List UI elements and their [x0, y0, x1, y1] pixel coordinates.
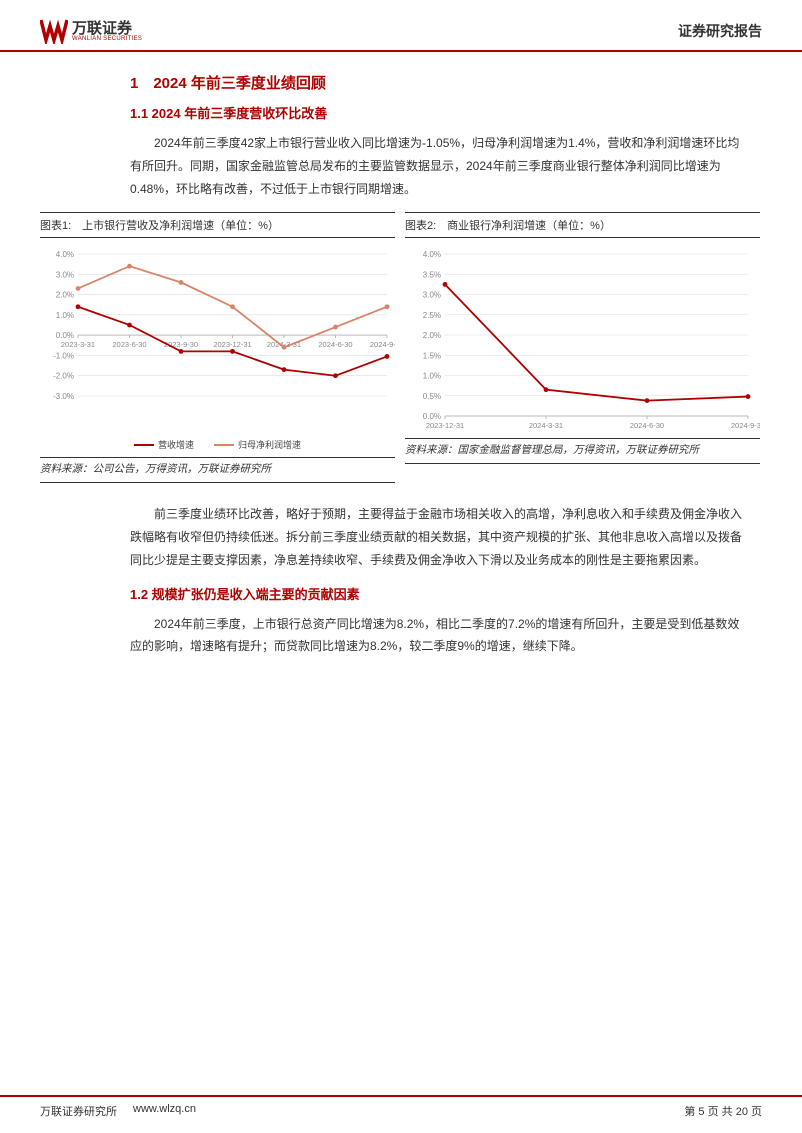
svg-text:2024-9-30: 2024-9-30	[370, 341, 395, 350]
logo-en: WANLIAN SECURITIES	[72, 36, 142, 42]
footer-left: 万联证券研究所 www.wlzq.cn	[40, 1103, 196, 1119]
subsection-heading-1-1: 1.1 2024 年前三季度营收环比改善	[130, 103, 742, 122]
section-heading-1: 1 2024 年前三季度业绩回顾	[130, 72, 742, 93]
chart-2-column: 图表2: 商业银行净利润增速（单位：%） 0.0% 0.5% 1.0% 1.5% 2.0…	[405, 212, 760, 483]
svg-text:3.0%: 3.0%	[423, 291, 441, 300]
legend-swatch	[214, 444, 234, 446]
legend-label: 归母净利润增速	[238, 438, 301, 451]
svg-text:2.0%: 2.0%	[56, 291, 74, 300]
svg-text:-3.0%: -3.0%	[53, 392, 74, 401]
footer-page: 第 5 页 共 20 页	[684, 1103, 762, 1119]
subsection-heading-1-2: 1.2 规模扩张仍是收入端主要的贡献因素	[130, 584, 742, 603]
charts-row: 图表1: 上市银行营收及净利润增速（单位：%） -3.0% -2.0% -1.0% 0…	[40, 212, 760, 483]
legend-label: 营收增速	[158, 438, 194, 451]
legend-swatch	[134, 444, 154, 446]
svg-text:2024-6-30: 2024-6-30	[318, 341, 352, 350]
svg-text:-2.0%: -2.0%	[53, 372, 74, 381]
logo-text: 万联证券 WANLIAN SECURITIES	[72, 21, 142, 42]
svg-text:2.5%: 2.5%	[423, 311, 441, 320]
svg-text:-1.0%: -1.0%	[53, 352, 74, 361]
chart-1-area: -3.0% -2.0% -1.0% 0.0% 1.0% 2.0% 3.0% 4.0% 2023-…	[40, 238, 395, 438]
svg-text:2024-3-31: 2024-3-31	[529, 421, 563, 430]
svg-text:4.0%: 4.0%	[56, 250, 74, 259]
page-header: 万联证券 WANLIAN SECURITIES 证券研究报告	[0, 0, 802, 52]
svg-text:2023-6-30: 2023-6-30	[112, 341, 146, 350]
svg-text:2023-12-31: 2023-12-31	[213, 341, 251, 350]
svg-text:0.0%: 0.0%	[56, 332, 74, 341]
paragraph-3: 2024年前三季度，上市银行总资产同比增速为8.2%，相比二季度的7.2%的增速…	[130, 613, 742, 659]
chart-1-title: 图表1: 上市银行营收及净利润增速（单位：%）	[40, 212, 395, 238]
content: 1 2024 年前三季度业绩回顾 1.1 2024 年前三季度营收环比改善 20…	[0, 52, 802, 658]
chart-1-svg: -3.0% -2.0% -1.0% 0.0% 1.0% 2.0% 3.0% 4.0% 2023-…	[40, 248, 395, 418]
svg-text:0.5%: 0.5%	[423, 392, 441, 401]
svg-text:4.0%: 4.0%	[423, 250, 441, 259]
svg-text:3.5%: 3.5%	[423, 271, 441, 280]
footer-url: www.wlzq.cn	[133, 1103, 196, 1119]
svg-text:2023-3-31: 2023-3-31	[61, 341, 95, 350]
svg-text:1.5%: 1.5%	[423, 352, 441, 361]
svg-text:3.0%: 3.0%	[56, 271, 74, 280]
chart-1-legend: 营收增速 归母净利润增速	[40, 438, 395, 457]
chart-1-column: 图表1: 上市银行营收及净利润增速（单位：%） -3.0% -2.0% -1.0% 0…	[40, 212, 395, 483]
report-type: 证券研究报告	[678, 21, 762, 41]
chart-1-source: 资料来源：公司公告，万得资讯，万联证券研究所	[40, 457, 395, 483]
logo: 万联证券 WANLIAN SECURITIES	[40, 18, 142, 44]
paragraph-1: 2024年前三季度42家上市银行营业收入同比增速为-1.05%，归母净利润增速为…	[130, 132, 742, 200]
page-footer: 万联证券研究所 www.wlzq.cn 第 5 页 共 20 页	[0, 1095, 802, 1119]
svg-text:1.0%: 1.0%	[56, 311, 74, 320]
legend-item: 归母净利润增速	[214, 438, 301, 451]
svg-text:2.0%: 2.0%	[423, 331, 441, 340]
svg-text:2024-9-30: 2024-9-30	[731, 421, 760, 430]
chart-2-title: 图表2: 商业银行净利润增速（单位：%）	[405, 212, 760, 238]
paragraph-2: 前三季度业绩环比改善，略好于预期，主要得益于金融市场相关收入的高增，净利息收入和…	[130, 503, 742, 571]
svg-text:1.0%: 1.0%	[423, 372, 441, 381]
chart-2-svg: 0.0% 0.5% 1.0% 1.5% 2.0% 2.5% 3.0% 3.5% 4.0% 2023…	[405, 248, 760, 438]
logo-cn: 万联证券	[72, 21, 142, 36]
footer-org: 万联证券研究所	[40, 1103, 117, 1119]
svg-text:2023-12-31: 2023-12-31	[426, 421, 464, 430]
svg-text:0.0%: 0.0%	[423, 412, 441, 421]
legend-item: 营收增速	[134, 438, 194, 451]
logo-mark-icon	[40, 18, 68, 44]
svg-text:2024-6-30: 2024-6-30	[630, 421, 664, 430]
chart-2-area: 0.0% 0.5% 1.0% 1.5% 2.0% 2.5% 3.0% 3.5% 4.0% 2023…	[405, 238, 760, 438]
chart-2-source: 资料来源：国家金融监督管理总局，万得资讯，万联证券研究所	[405, 438, 760, 464]
